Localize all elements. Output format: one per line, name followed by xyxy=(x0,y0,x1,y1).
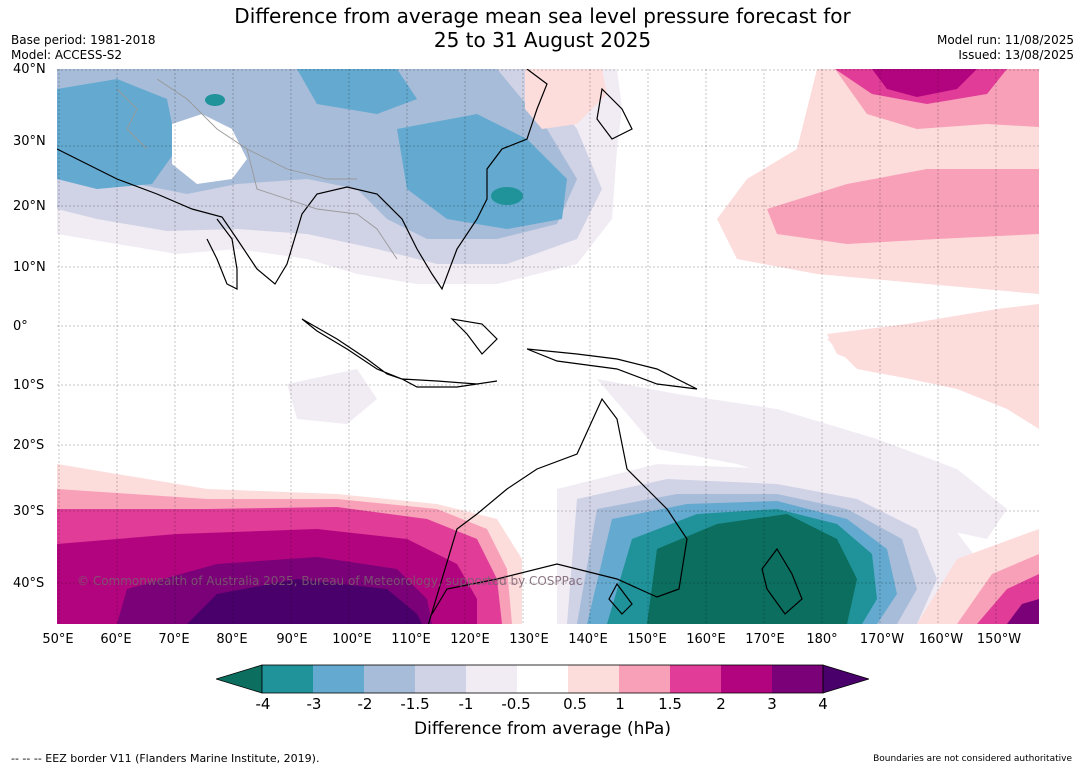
lon-label-150e: 150°E xyxy=(627,632,667,647)
lon-label-90e: 90°E xyxy=(276,632,308,647)
lon-label-110e: 110°E xyxy=(391,632,431,647)
positive-anomaly-north xyxy=(525,69,1039,429)
lon-label-170w: 170°W xyxy=(859,632,905,647)
eez-border-note: -- -- -- EEZ border V11 (Flanders Marine… xyxy=(11,752,320,765)
lon-label-160w: 160°W xyxy=(918,632,964,647)
colorbar-swatch xyxy=(517,665,569,693)
lat-label-10s: 10°S xyxy=(13,378,45,393)
colorbar-tick: 1.5 xyxy=(658,695,682,713)
lon-label-100e: 100°E xyxy=(332,632,372,647)
colorbar-tick: 3 xyxy=(767,695,777,713)
lon-label-170e: 170°E xyxy=(745,632,785,647)
colorbar-swatches xyxy=(216,664,869,694)
colorbar xyxy=(216,664,869,694)
colorbar-title: Difference from average (hPa) xyxy=(414,719,671,739)
lon-label-140e: 140°E xyxy=(568,632,608,647)
colorbar-swatch xyxy=(619,665,671,693)
lon-label-130e: 130°E xyxy=(509,632,549,647)
lon-label-60e: 60°E xyxy=(100,632,132,647)
negative-anomaly-north xyxy=(57,69,622,284)
colorbar-swatch xyxy=(772,665,824,693)
lon-label-150w: 150°W xyxy=(976,632,1022,647)
colorbar-tick: 1 xyxy=(615,695,625,713)
colorbar-swatch xyxy=(721,665,773,693)
colorbar-swatch xyxy=(670,665,722,693)
lon-label-70e: 70°E xyxy=(158,632,190,647)
lon-label-160e: 160°E xyxy=(686,632,726,647)
map-title: Difference from average mean sea level p… xyxy=(0,4,1085,52)
colorbar-swatch xyxy=(415,665,467,693)
colorbar-swatch xyxy=(466,665,518,693)
positive-anomaly-south-west xyxy=(57,464,522,624)
title-line-2: 25 to 31 August 2025 xyxy=(433,28,652,52)
gridlines xyxy=(57,69,1039,624)
country-borders xyxy=(116,78,398,260)
negative-anomaly-south xyxy=(557,464,977,624)
lon-label-120e: 120°E xyxy=(450,632,490,647)
pressure-anomaly-map xyxy=(57,69,1039,624)
boundaries-disclaimer: Boundaries are not considered authoritat… xyxy=(873,754,1072,764)
meta-left: Base period: 1981-2018 Model: ACCESS-S2 xyxy=(11,33,156,63)
lat-label-30s: 30°S xyxy=(13,504,45,519)
colorbar-swatch xyxy=(313,665,365,693)
colorbar-tick: 2 xyxy=(716,695,726,713)
title-line-1: Difference from average mean sea level p… xyxy=(234,4,851,28)
colorbar-tick: 4 xyxy=(818,695,828,713)
lat-label-10n: 10°N xyxy=(13,260,46,275)
lat-label-30n: 30°N xyxy=(13,134,46,149)
lon-label-80e: 80°E xyxy=(216,632,248,647)
lat-label-20s: 20°S xyxy=(13,438,45,453)
meta-right: Model run: 11/08/2025 Issued: 13/08/2025 xyxy=(937,33,1074,63)
colorbar-swatch xyxy=(568,665,620,693)
lat-label-0: 0° xyxy=(13,319,28,334)
colorbar-arrow-min xyxy=(216,664,263,694)
copyright-watermark: © Commonwealth of Australia 2025, Bureau… xyxy=(77,574,583,588)
colorbar-swatch xyxy=(364,665,416,693)
lat-label-40s: 40°S xyxy=(13,576,45,591)
colorbar-tick: -1.5 xyxy=(400,695,430,713)
model-run: Model run: 11/08/2025 xyxy=(936,33,1074,47)
colorbar-arrow-max xyxy=(822,664,869,694)
colorbar-frame xyxy=(261,664,824,694)
model-name: Model: ACCESS-S2 xyxy=(11,48,123,62)
colorbar-tick: 0.5 xyxy=(563,695,587,713)
colorbar-tick: -2 xyxy=(357,695,373,713)
lon-label-50e: 50°E xyxy=(42,632,74,647)
colorbar-swatch xyxy=(262,665,314,693)
lon-label-180: 180° xyxy=(806,632,838,647)
colorbar-tick: -4 xyxy=(255,695,271,713)
coastlines xyxy=(57,69,803,624)
colorbar-tick: -3 xyxy=(306,695,322,713)
lat-label-40n: 40°N xyxy=(13,62,46,77)
colorbar-tick: -1 xyxy=(458,695,474,713)
positive-anomaly-south-east xyxy=(917,529,1039,624)
base-period: Base period: 1981-2018 xyxy=(11,33,156,47)
colorbar-tick: -0.5 xyxy=(501,695,531,713)
lat-label-20n: 20°N xyxy=(13,199,46,214)
weak-anomaly-tropics xyxy=(287,369,1007,539)
issued-date: Issued: 13/08/2025 xyxy=(958,48,1074,62)
